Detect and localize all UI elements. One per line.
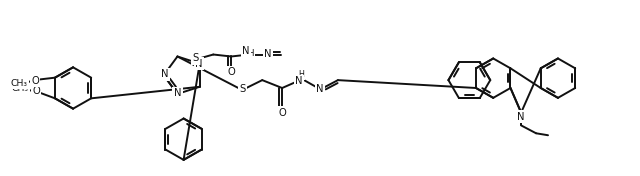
Text: N: N bbox=[316, 84, 324, 94]
Text: N: N bbox=[243, 46, 250, 56]
Text: O: O bbox=[31, 76, 39, 86]
Text: N: N bbox=[173, 88, 181, 98]
Text: N: N bbox=[264, 49, 272, 59]
Text: S: S bbox=[192, 54, 198, 64]
Text: S: S bbox=[239, 84, 246, 94]
Text: N: N bbox=[195, 59, 202, 69]
Text: N: N bbox=[517, 112, 525, 122]
Text: H: H bbox=[247, 49, 253, 58]
Text: CH₃: CH₃ bbox=[11, 79, 28, 88]
Text: N: N bbox=[161, 69, 168, 79]
Text: O: O bbox=[278, 108, 286, 118]
Text: CH₃: CH₃ bbox=[12, 84, 29, 93]
Text: H: H bbox=[298, 70, 304, 79]
Text: O: O bbox=[227, 67, 235, 77]
Text: O: O bbox=[32, 86, 40, 96]
Text: N: N bbox=[295, 76, 303, 86]
